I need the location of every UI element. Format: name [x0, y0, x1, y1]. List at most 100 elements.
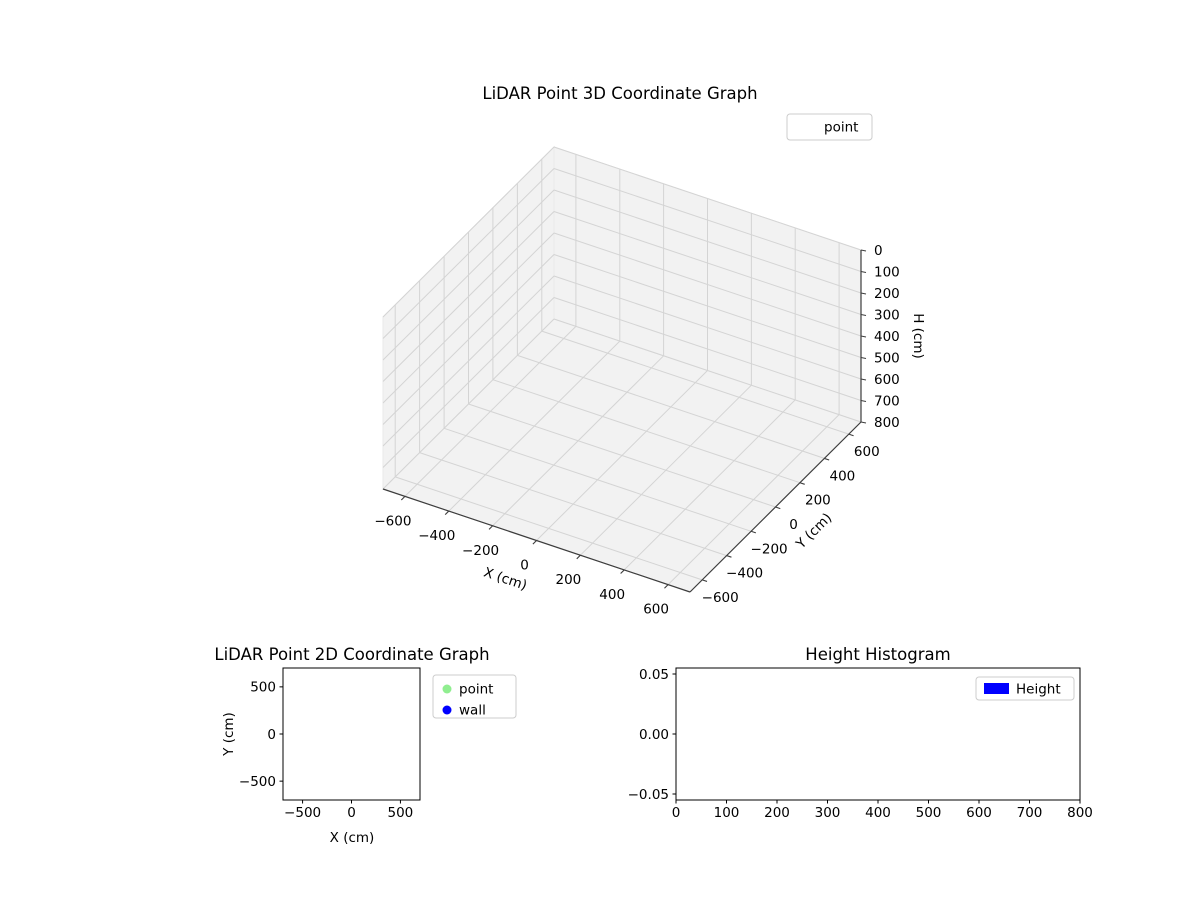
gridline	[553, 146, 862, 251]
h-tick	[860, 249, 867, 252]
h-tick-label: 200	[874, 286, 900, 302]
x-tick-label: 100	[714, 805, 740, 821]
y-tick-label: 0.00	[639, 727, 669, 743]
legend-label-height: Height	[1016, 682, 1061, 698]
h-tick-label: 800	[874, 415, 900, 431]
gridline	[553, 275, 862, 380]
legend-frame	[432, 674, 517, 719]
gridline	[468, 403, 776, 508]
x-tick	[664, 584, 669, 589]
x-tick-label: 0	[672, 805, 681, 821]
h-tick	[860, 421, 867, 424]
legend-label-wall: wall	[459, 703, 486, 719]
x-tick-label: 500	[388, 805, 414, 821]
h-tick-label: 300	[874, 307, 900, 323]
legend-marker-height	[984, 683, 1009, 694]
legend-label-point: point	[824, 120, 858, 136]
gridline	[553, 211, 862, 315]
chart-3d-zlabel: H (cm)	[910, 313, 926, 359]
y-tick	[702, 579, 708, 582]
y-tick-label: −0.05	[628, 787, 669, 803]
y-tick-label: 0	[267, 727, 276, 743]
x-tick-label: 600	[966, 805, 992, 821]
gridline	[419, 452, 727, 557]
y-tick-label: −600	[702, 590, 739, 606]
gridline	[553, 189, 862, 294]
h-tick-label: 700	[874, 393, 900, 409]
h-tick-label: 500	[874, 350, 900, 366]
gridline	[553, 254, 862, 358]
y-tick	[848, 433, 854, 437]
gridline	[443, 427, 752, 532]
gridline	[382, 189, 555, 361]
x-tick-label: 500	[916, 805, 942, 821]
gridline	[382, 232, 555, 404]
h-tick	[860, 335, 867, 338]
x-tick-label: −500	[284, 805, 321, 821]
chart-hist-title: Height Histogram	[805, 645, 950, 664]
chart-3d-legend: point	[786, 113, 873, 141]
chart-3d-title: LiDAR Point 3D Coordinate Graph	[482, 84, 757, 103]
h-tick	[860, 313, 867, 317]
legend-marker-point	[442, 684, 452, 694]
legend-marker-wall	[442, 705, 452, 715]
x-tick	[488, 525, 494, 530]
axes-frame	[282, 667, 421, 801]
gridline	[492, 379, 801, 484]
chart-2d-legend: point wall	[432, 674, 517, 719]
legend-frame	[786, 113, 873, 141]
gridline	[382, 297, 555, 468]
gridline	[553, 318, 862, 423]
y-tick	[726, 555, 732, 558]
legend-label-point: point	[459, 682, 493, 698]
h-tick	[860, 270, 867, 274]
x-tick-label: 200	[556, 572, 582, 588]
y-tick	[799, 482, 805, 485]
h-tick-label: 600	[874, 372, 900, 388]
x-tick-label: 300	[815, 805, 841, 821]
gridline	[382, 254, 555, 425]
gridline	[382, 146, 555, 318]
gridline	[382, 211, 555, 382]
y-tick-label: −400	[726, 566, 763, 582]
x-tick-label: −600	[374, 513, 411, 529]
x-tick-label: 800	[1067, 805, 1093, 821]
y-tick-label: 600	[854, 444, 880, 460]
x-tick-label: 600	[643, 602, 669, 618]
y-tick-label: −200	[751, 541, 788, 557]
h-tick	[860, 378, 867, 381]
h-tick	[860, 292, 867, 295]
x-tick	[400, 495, 406, 501]
gridline	[553, 297, 862, 401]
h-tick-label: 0	[874, 243, 883, 259]
y-tick-label: 400	[830, 468, 856, 484]
h-tick-label: 100	[874, 264, 900, 280]
y-tick-label: 0.05	[639, 667, 669, 683]
h-tick	[860, 356, 867, 360]
gridline	[382, 275, 555, 447]
gridline	[553, 168, 862, 272]
y-tick-label: 200	[805, 493, 831, 509]
chart-hist-legend: Height	[975, 676, 1075, 701]
h-tick	[860, 399, 867, 403]
x-tick	[532, 540, 537, 545]
chart-2d-xlabel: X (cm)	[330, 830, 375, 846]
x-tick-label: 200	[764, 805, 790, 821]
y-tick-label: 0	[789, 517, 798, 533]
x-tick-label: −200	[462, 543, 499, 559]
chart-3d-ylabel: Y (cm)	[792, 510, 835, 553]
gridline	[517, 354, 825, 459]
x-tick-label: 400	[865, 805, 891, 821]
x-tick	[576, 554, 581, 560]
x-tick	[444, 510, 450, 516]
chart-2d-axes: −500 0 500 −500 0 500	[239, 667, 421, 821]
x-tick-label: 0	[347, 805, 356, 821]
x-tick-label: 700	[1017, 805, 1043, 821]
y-tick	[775, 506, 781, 510]
gridline	[382, 318, 555, 490]
y-tick-label: 500	[250, 680, 276, 696]
y-tick-label: −500	[239, 774, 276, 790]
chart-2d-title: LiDAR Point 2D Coordinate Graph	[214, 645, 489, 664]
